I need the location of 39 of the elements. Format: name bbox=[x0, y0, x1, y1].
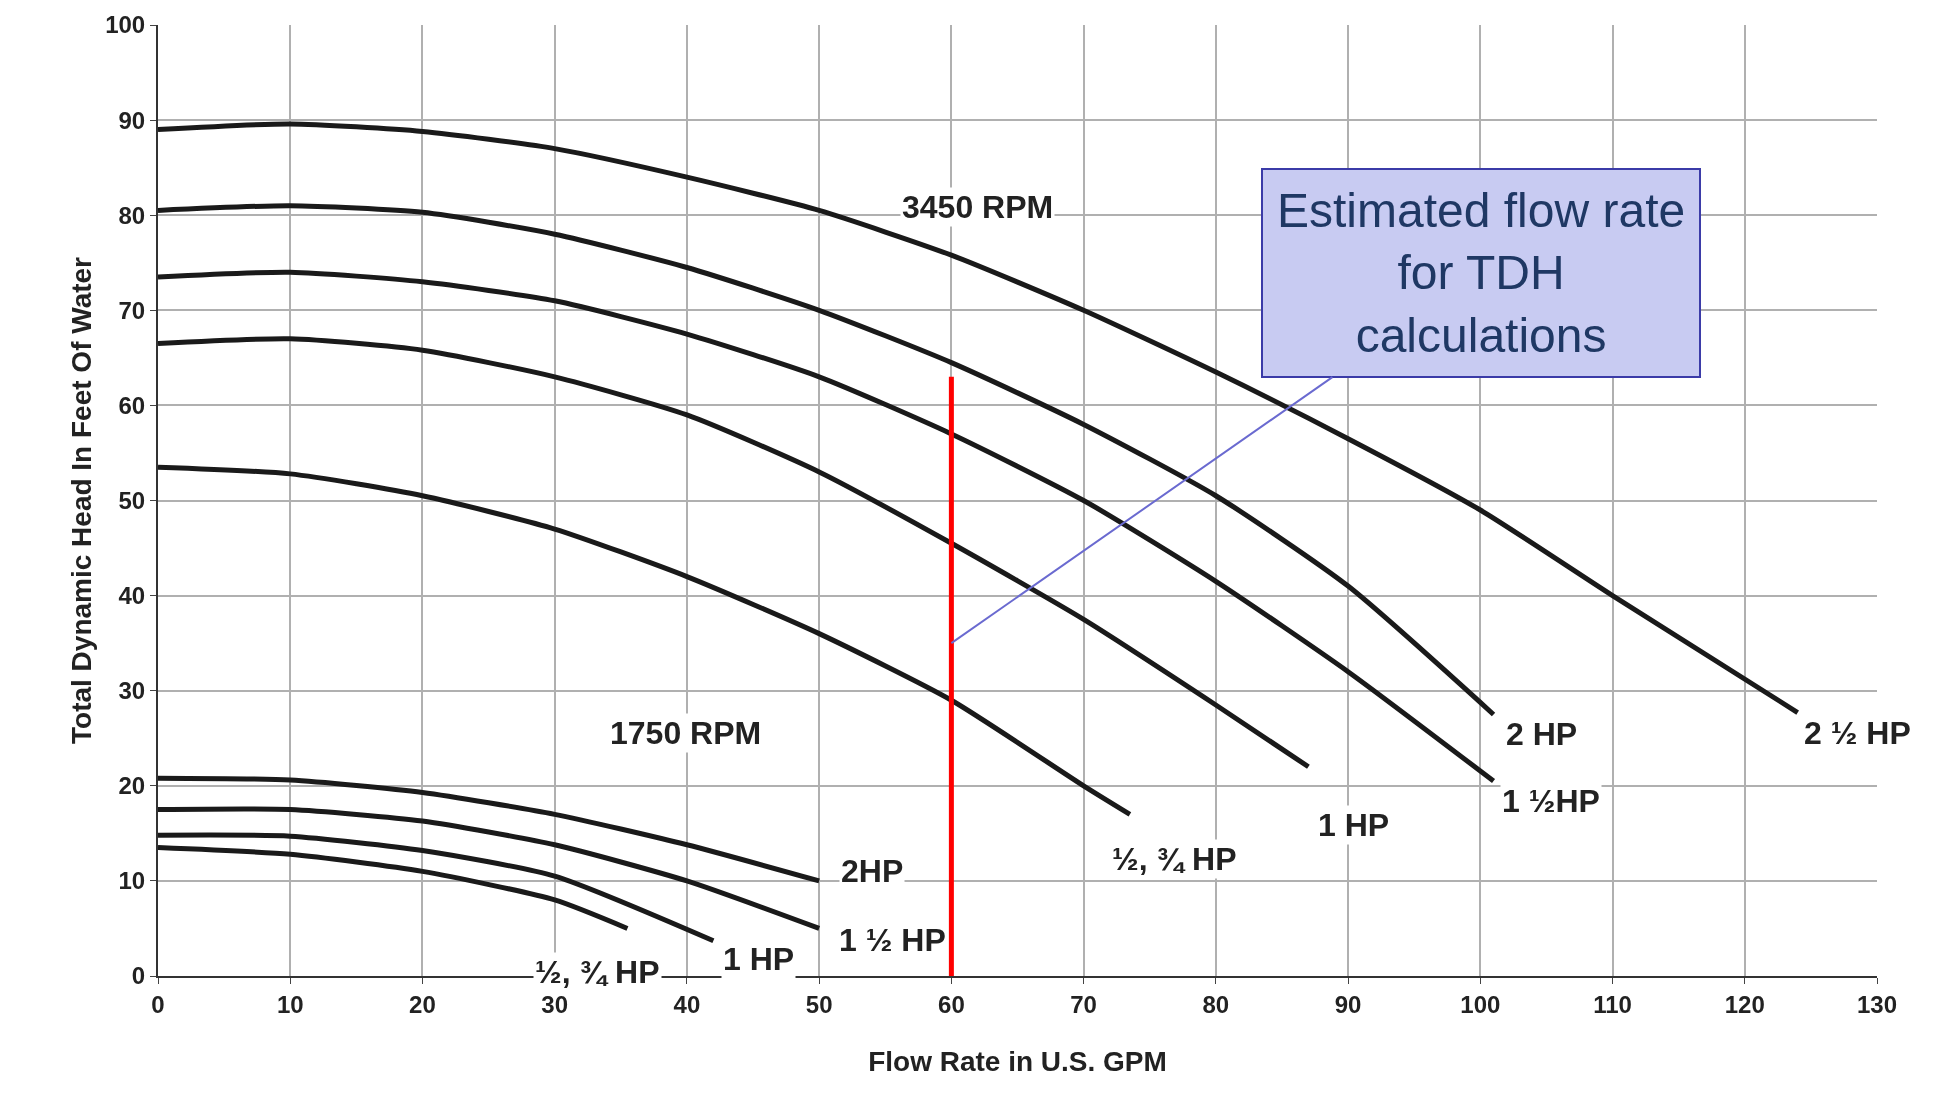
y-axis-title: Total Dynamic Head In Feet Of Water bbox=[66, 256, 97, 744]
x-tick-label: 80 bbox=[1202, 990, 1230, 1018]
annotation: Estimated flow rate for TDH calculations bbox=[1277, 184, 1686, 362]
series-label: 2 ½ HP bbox=[1804, 715, 1911, 751]
series-label: ½, ¾ HP bbox=[535, 954, 660, 990]
x-tick-label: 90 bbox=[1334, 990, 1362, 1018]
x-tick-label: 40 bbox=[673, 990, 701, 1018]
y-tick-label: 50 bbox=[118, 486, 146, 514]
x-tick-label: 10 bbox=[276, 990, 304, 1018]
y-tick-label: 30 bbox=[118, 677, 146, 705]
x-tick-label: 60 bbox=[938, 990, 965, 1018]
x-tick-label: 50 bbox=[805, 990, 833, 1018]
series-label: 2HP bbox=[841, 853, 904, 889]
x-tick-label: 130 bbox=[1856, 990, 1898, 1018]
y-tick-label: 40 bbox=[118, 582, 146, 609]
y-tick-label: 90 bbox=[118, 106, 146, 134]
annotation: 1750 RPM bbox=[610, 715, 762, 751]
y-tick-label: 70 bbox=[118, 296, 146, 324]
x-tick-label: 30 bbox=[541, 990, 569, 1018]
x-tick-label: 0 bbox=[151, 990, 165, 1018]
series-label: ½, ¾ HP bbox=[1112, 841, 1237, 877]
x-tick-label: 20 bbox=[409, 990, 436, 1018]
y-tick-label: 80 bbox=[118, 201, 146, 229]
series-label: 1 ½HP bbox=[1502, 783, 1600, 819]
series-label: 1 HP bbox=[1318, 807, 1390, 843]
x-tick-label: 120 bbox=[1724, 990, 1765, 1018]
y-tick-label: 20 bbox=[118, 772, 146, 800]
annotation: 3450 RPM bbox=[902, 189, 1054, 225]
x-axis-title: Flow Rate in U.S. GPM bbox=[868, 1046, 1167, 1077]
series-label: 2 HP bbox=[1506, 716, 1578, 752]
x-tick-label: 70 bbox=[1070, 990, 1097, 1018]
y-tick-label: 60 bbox=[118, 391, 146, 419]
series-label: 1 ½ HP bbox=[839, 922, 946, 958]
y-tick-label: 0 bbox=[131, 962, 146, 990]
x-tick-label: 110 bbox=[1593, 990, 1632, 1018]
y-tick-label: 100 bbox=[105, 11, 146, 39]
x-tick-label: 100 bbox=[1460, 990, 1501, 1018]
y-tick-label: 10 bbox=[118, 867, 146, 895]
series-label: 1 HP bbox=[723, 941, 795, 977]
